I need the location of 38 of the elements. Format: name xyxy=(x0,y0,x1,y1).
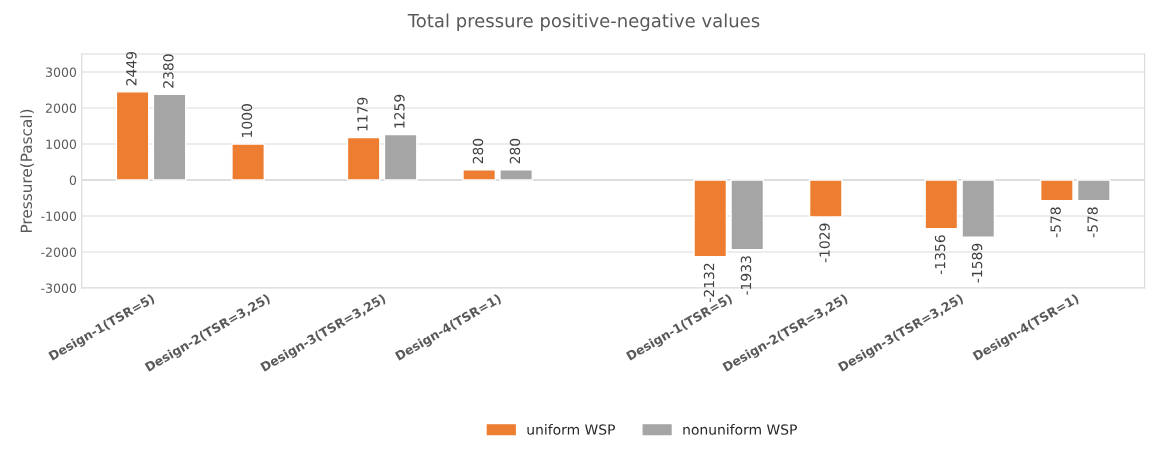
y-tick-label: 2000 xyxy=(46,103,77,113)
data-label: 280 xyxy=(472,138,484,164)
bar xyxy=(152,93,187,181)
data-label: -1356 xyxy=(934,235,946,275)
bar xyxy=(961,179,996,238)
data-label: 1259 xyxy=(394,94,405,128)
bar xyxy=(730,179,765,251)
y-tick-label: 1000 xyxy=(46,139,77,149)
data-label: 2449 xyxy=(126,51,137,86)
bar xyxy=(924,179,959,230)
bar xyxy=(1076,179,1111,202)
data-label: -578 xyxy=(1050,207,1061,238)
y-tick-label: 3000 xyxy=(46,67,77,77)
y-tick-label: -1000 xyxy=(41,211,77,221)
legend-label: nonuniform WSP xyxy=(683,424,797,435)
y-tick-label: 0 xyxy=(69,175,77,185)
bar xyxy=(693,179,728,258)
bar xyxy=(115,91,150,181)
y-tick-label: -3000 xyxy=(41,283,77,293)
data-label: 280 xyxy=(509,138,521,164)
data-label: -1589 xyxy=(971,243,983,283)
bar xyxy=(808,179,843,218)
data-label: 1179 xyxy=(357,97,368,131)
data-label: -1029 xyxy=(819,223,830,263)
data-label: 1000 xyxy=(241,104,253,137)
bar xyxy=(1039,179,1074,202)
data-label: 2380 xyxy=(163,54,174,88)
y-tick-label: -2000 xyxy=(41,247,77,257)
legend-label: uniform WSP xyxy=(527,424,615,435)
bar xyxy=(462,169,497,181)
data-label: -578 xyxy=(1087,207,1098,238)
data-label: -1933 xyxy=(740,256,752,295)
bar xyxy=(346,136,381,181)
chart-title: Total pressure positive-negative values xyxy=(407,13,760,31)
bar xyxy=(231,143,265,181)
bar xyxy=(383,133,418,181)
y-axis-title: Pressure(Pascal) xyxy=(20,109,34,232)
bar xyxy=(499,169,534,181)
